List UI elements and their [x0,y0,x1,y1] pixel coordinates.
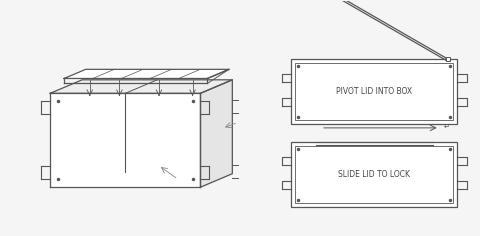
Text: PIVOT LID INTO BOX: PIVOT LID INTO BOX [336,87,412,96]
Bar [291,59,457,124]
Bar [291,142,457,207]
Polygon shape [291,59,457,124]
Bar [295,63,454,120]
Polygon shape [64,69,229,79]
Bar [295,146,454,203]
Polygon shape [201,80,232,187]
Polygon shape [50,93,201,187]
Polygon shape [291,142,457,207]
Text: ↵: ↵ [444,124,449,130]
Text: SLIDE LID TO LOCK: SLIDE LID TO LOCK [338,170,410,179]
Polygon shape [50,80,232,93]
